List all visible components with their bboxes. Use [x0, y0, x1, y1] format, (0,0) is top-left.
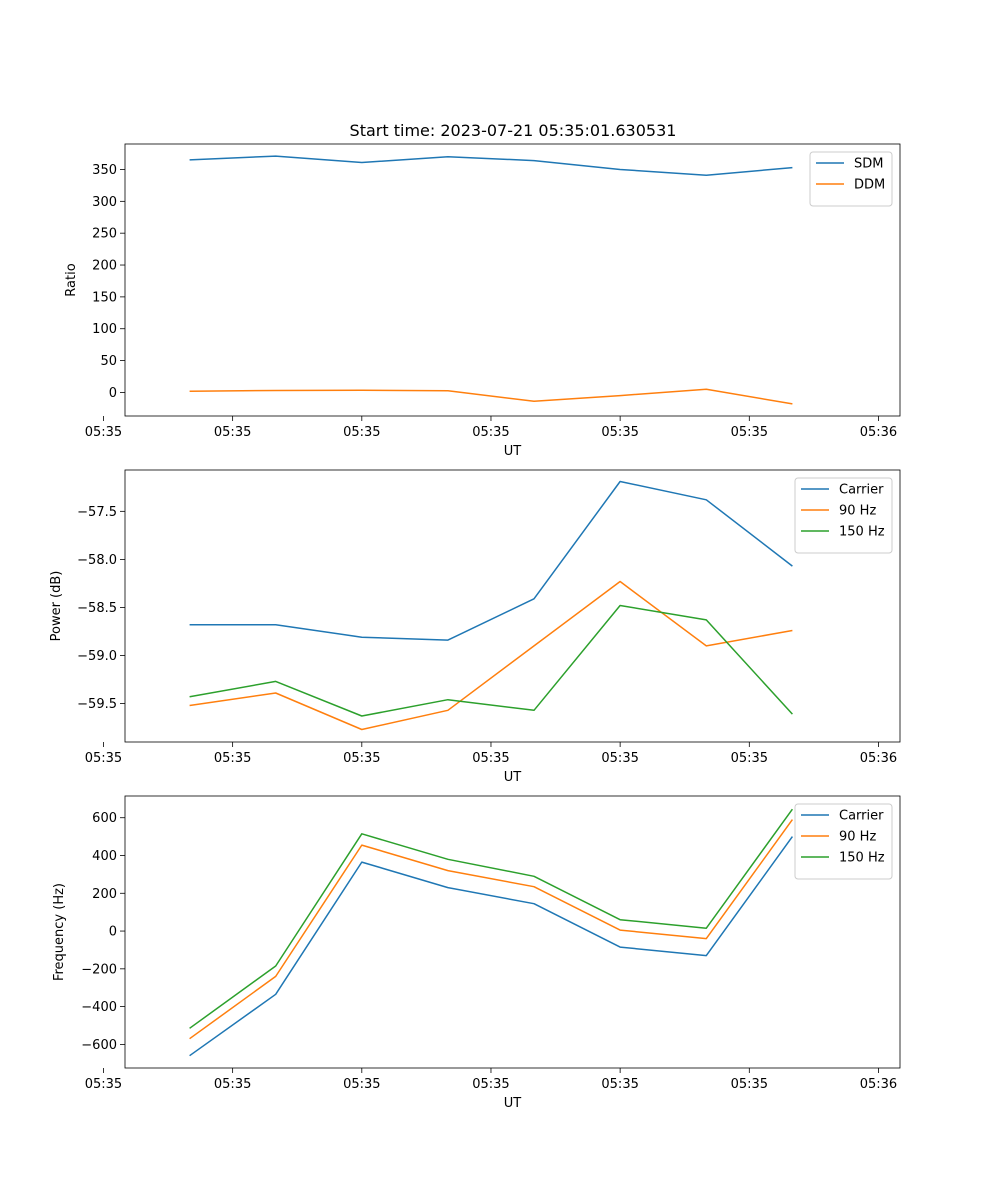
- legend-box: [809, 151, 893, 207]
- legend: Carrier 90 Hz 150 Hz: [794, 477, 893, 554]
- series-line-90-hz: [189, 580, 793, 731]
- series-line-90-hz: [189, 819, 794, 1040]
- legend-label: SDM: [854, 157, 883, 172]
- y-tick-label: −600: [81, 1038, 117, 1053]
- axes-frame: [124, 143, 901, 417]
- legend: SDM DDM: [809, 151, 893, 207]
- x-axis-label: UT: [504, 1096, 522, 1111]
- x-tick-label: 05:35: [343, 751, 380, 766]
- figure-title: Start time: 2023-07-21 05:35:01.630531: [350, 121, 677, 140]
- y-tick-label: −200: [81, 962, 117, 977]
- x-axis-label: UT: [504, 770, 522, 785]
- x-tick-label: 05:35: [214, 751, 251, 766]
- x-axis-label: UT: [504, 444, 522, 459]
- y-tick-label: −58.5: [77, 601, 117, 616]
- legend-label: Carrier: [839, 483, 884, 498]
- y-axis-label: Power (dB): [49, 571, 64, 642]
- x-tick-label: 05:35: [214, 425, 251, 440]
- x-tick-label: 05:35: [601, 751, 638, 766]
- x-tick-label: 05:35: [85, 1077, 122, 1092]
- legend-label: 90 Hz: [839, 504, 876, 519]
- x-tick-label: 05:35: [731, 751, 768, 766]
- frequency-panel: 05:35 05:35 05:35 05:35 05:35 05:35 05:36 −600 −…: [52, 795, 901, 1111]
- x-tick-label: 05:36: [860, 1077, 897, 1092]
- x-tick-label: 05:35: [601, 425, 638, 440]
- y-axis-label: Ratio: [64, 263, 79, 296]
- legend-label: Carrier: [839, 809, 884, 824]
- legend-box: [794, 803, 893, 880]
- x-tick-label: 05:35: [472, 425, 509, 440]
- y-tick-label: −58.0: [77, 553, 117, 568]
- series-line-150-hz: [189, 604, 793, 717]
- series-line-sdm: [189, 155, 793, 176]
- y-tick-label: 50: [100, 354, 117, 369]
- x-tick-label: 05:35: [214, 1077, 251, 1092]
- series-line-ddm: [189, 388, 793, 405]
- y-tick-label: 400: [92, 849, 117, 864]
- y-tick-label: −59.0: [77, 649, 117, 664]
- y-tick-label: 100: [92, 322, 117, 337]
- legend-label: 90 Hz: [839, 830, 876, 845]
- x-tick-label: 05:36: [860, 751, 897, 766]
- ratio-panel: 05:35 05:35 05:35 05:35 05:35 05:35 05:36 0 50 10…: [64, 143, 901, 459]
- x-tick-label: 05:35: [601, 1077, 638, 1092]
- y-tick-label: 250: [92, 227, 117, 242]
- legend-label: 150 Hz: [839, 851, 885, 866]
- x-tick-label: 05:35: [343, 425, 380, 440]
- x-tick-label: 05:35: [343, 1077, 380, 1092]
- x-tick-label: 05:36: [860, 425, 897, 440]
- x-tick-label: 05:35: [85, 425, 122, 440]
- series-line-carrier: [189, 836, 794, 1057]
- axes-frame: [124, 469, 901, 743]
- y-tick-label: 300: [92, 195, 117, 210]
- y-tick-label: −59.5: [77, 697, 117, 712]
- y-tick-label: 0: [109, 386, 117, 401]
- y-tick-label: 200: [92, 259, 117, 274]
- x-tick-label: 05:35: [731, 425, 768, 440]
- y-tick-label: 350: [92, 163, 117, 178]
- legend: Carrier 90 Hz 150 Hz: [794, 803, 893, 880]
- y-tick-label: 0: [109, 925, 117, 940]
- y-tick-label: 200: [92, 887, 117, 902]
- y-axis-label: Frequency (Hz): [52, 883, 67, 981]
- axes-frame: [124, 795, 901, 1069]
- legend-label: 150 Hz: [839, 525, 885, 540]
- x-tick-label: 05:35: [731, 1077, 768, 1092]
- series-line-carrier: [189, 480, 793, 641]
- y-tick-label: −400: [81, 1000, 117, 1015]
- legend-label: DDM: [854, 178, 885, 193]
- x-tick-label: 05:35: [472, 1077, 509, 1092]
- y-tick-label: 150: [92, 290, 117, 305]
- series-line-150-hz: [189, 808, 794, 1029]
- power-panel: 05:35 05:35 05:35 05:35 05:35 05:35 05:36 −59.5…: [49, 469, 901, 785]
- y-tick-label: −57.5: [77, 505, 117, 520]
- x-tick-label: 05:35: [85, 751, 122, 766]
- y-tick-label: 600: [92, 811, 117, 826]
- legend-box: [794, 477, 893, 554]
- x-tick-label: 05:35: [472, 751, 509, 766]
